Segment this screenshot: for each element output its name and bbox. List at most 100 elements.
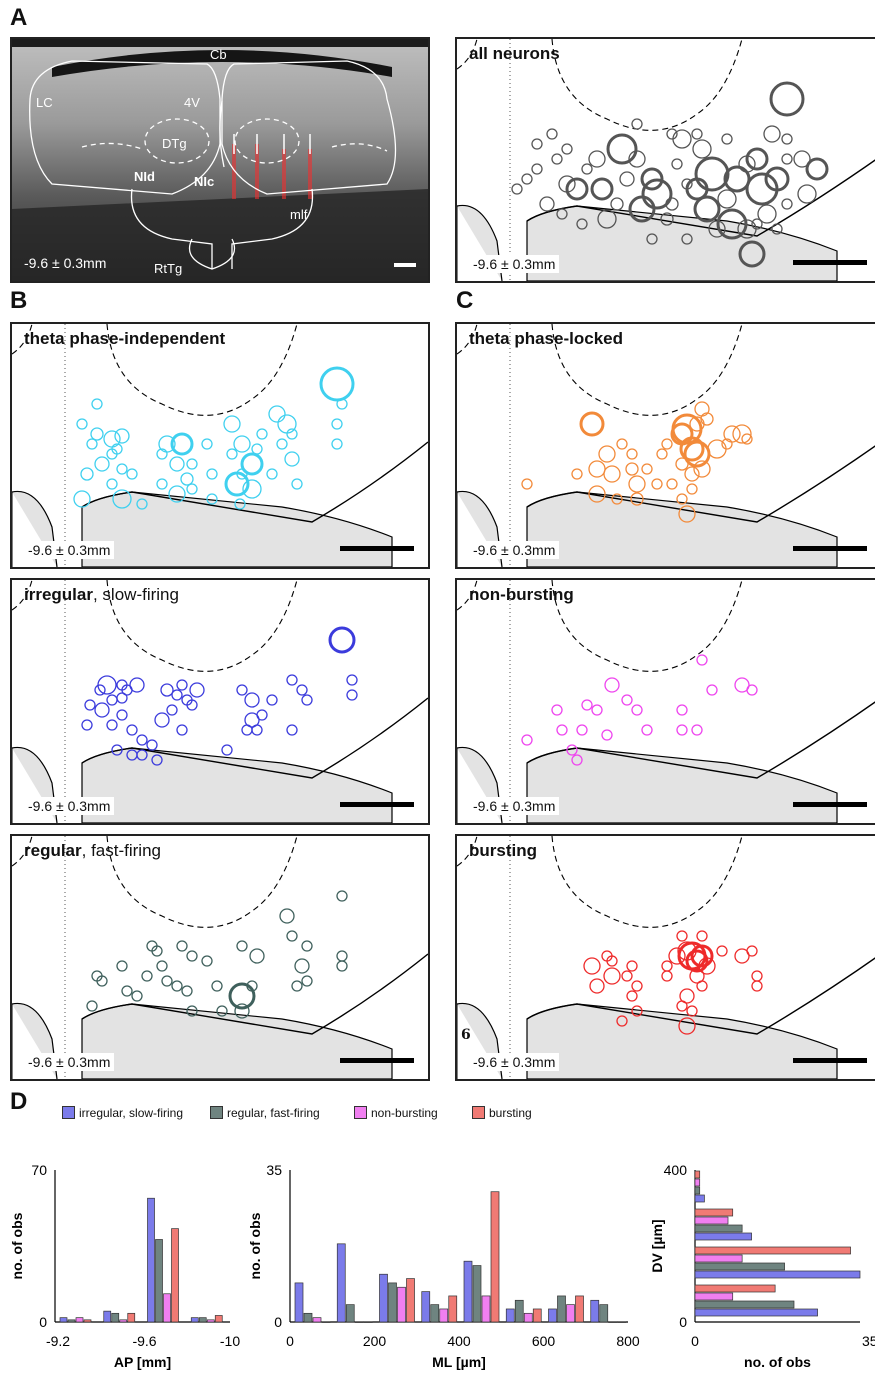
neuron-marker bbox=[576, 724, 588, 736]
neuron-marker bbox=[244, 712, 260, 728]
bar bbox=[590, 1299, 600, 1323]
neuron-marker bbox=[84, 699, 96, 711]
bar bbox=[379, 1273, 388, 1323]
neuron-marker bbox=[583, 957, 601, 975]
bar bbox=[388, 1282, 397, 1323]
x-tick-label: 400 bbox=[447, 1333, 471, 1349]
brainstem-outline bbox=[12, 836, 428, 1079]
neuron-marker bbox=[661, 438, 673, 450]
neuron-marker bbox=[336, 890, 348, 902]
neuron-marker bbox=[676, 724, 688, 736]
neuron-marker bbox=[301, 940, 313, 952]
panel-title: irregular, slow-firing bbox=[24, 585, 179, 604]
bar bbox=[481, 1295, 491, 1323]
neuron-marker bbox=[676, 1000, 688, 1012]
neuron-marker bbox=[628, 475, 646, 493]
neuron-marker bbox=[266, 468, 278, 480]
neuron-marker bbox=[694, 401, 710, 417]
x-tick-label: -10 bbox=[220, 1333, 240, 1349]
neuron-marker bbox=[601, 729, 613, 741]
neuron-marker bbox=[769, 81, 805, 117]
scale-bar bbox=[394, 263, 416, 267]
neuron-marker bbox=[286, 724, 298, 736]
neuron-marker bbox=[589, 978, 605, 994]
neuron-marker bbox=[126, 468, 138, 480]
ml-histogram: 0 35 0 200 400 600 800 ML [µm] no. of obs bbox=[247, 1140, 650, 1373]
neuron-marker bbox=[693, 195, 721, 223]
neuron-marker bbox=[556, 208, 568, 220]
neuron-marker bbox=[797, 184, 817, 204]
bar bbox=[336, 1243, 346, 1323]
coordinate-label: -9.6 ± 0.3mm bbox=[469, 1053, 560, 1071]
label-nid: NId bbox=[134, 169, 155, 184]
neuron-marker bbox=[336, 960, 348, 972]
bar bbox=[694, 1208, 734, 1217]
neuron-marker bbox=[631, 118, 643, 130]
y-tick-label: 0 bbox=[679, 1314, 687, 1330]
bar bbox=[575, 1295, 584, 1323]
bar bbox=[505, 1308, 515, 1323]
neuron-marker bbox=[268, 405, 286, 423]
neuron-marker bbox=[690, 944, 714, 968]
x-tick-label: 0 bbox=[691, 1333, 699, 1349]
label-rttg: RtTg bbox=[154, 261, 183, 276]
bar bbox=[206, 1319, 215, 1323]
x-tick-label: 800 bbox=[616, 1333, 640, 1349]
legend: irregular, slow-firing regular, fast-fir… bbox=[62, 1106, 822, 1126]
neuron-marker bbox=[244, 692, 260, 708]
neuron-marker bbox=[668, 947, 686, 965]
bar bbox=[103, 1310, 112, 1323]
bar bbox=[694, 1254, 743, 1263]
neuron-marker bbox=[781, 133, 793, 145]
neuron-marker bbox=[588, 485, 606, 503]
x-tick-label: 35 bbox=[862, 1333, 875, 1349]
neuron-marker bbox=[90, 427, 104, 441]
neuron-marker bbox=[201, 438, 213, 450]
neuron-marker bbox=[539, 196, 555, 212]
legend-swatch bbox=[472, 1106, 485, 1119]
neuron-marker bbox=[546, 128, 558, 140]
y-axis-title: no. of obs bbox=[9, 1212, 25, 1279]
legend-item: non-bursting bbox=[354, 1106, 438, 1120]
neuron-marker bbox=[114, 428, 130, 444]
label-dtg: DTg bbox=[162, 136, 187, 151]
neuron-marker bbox=[734, 677, 750, 693]
neuron-marker bbox=[571, 754, 583, 766]
scale-bar bbox=[793, 260, 867, 265]
neuron-marker bbox=[793, 150, 811, 168]
neuron-marker bbox=[158, 435, 176, 453]
dv-histogram: 0 400 0 35 no. of obs DV [µm] bbox=[649, 1140, 875, 1373]
bar bbox=[190, 1317, 199, 1323]
neuron-marker bbox=[551, 704, 563, 716]
coordinate-label: -9.6 ± 0.3mm bbox=[24, 255, 107, 271]
neuron-marker bbox=[251, 724, 263, 736]
scale-bar bbox=[793, 546, 867, 551]
neuron-marker bbox=[296, 684, 308, 696]
neuron-marker bbox=[94, 456, 110, 472]
neuron-marker bbox=[241, 724, 253, 736]
label-nic: NIc bbox=[194, 174, 215, 189]
neuron-marker bbox=[228, 982, 256, 1010]
neuron-marker bbox=[156, 478, 168, 490]
neuron-marker bbox=[328, 626, 356, 654]
neuron-marker bbox=[286, 674, 298, 686]
neuron-marker bbox=[676, 930, 688, 942]
neuron-marker bbox=[168, 485, 186, 503]
neuron-marker bbox=[256, 428, 268, 440]
neuron-marker bbox=[741, 433, 753, 445]
neuron-marker bbox=[707, 439, 727, 459]
scale-bar bbox=[340, 802, 414, 807]
bar bbox=[439, 1308, 449, 1323]
neuron-marker bbox=[626, 448, 638, 460]
neuron-marker bbox=[631, 980, 643, 992]
x-tick-label: -9.6 bbox=[132, 1333, 156, 1349]
bar bbox=[694, 1300, 795, 1309]
neuron-marker bbox=[691, 724, 703, 736]
neuron-marker bbox=[181, 985, 193, 997]
neuron-marker bbox=[221, 744, 233, 756]
neuron-marker bbox=[696, 930, 708, 942]
neuron-marker bbox=[579, 411, 605, 437]
panel-letter-d: D bbox=[10, 1088, 28, 1115]
neuron-marker bbox=[621, 970, 633, 982]
micrograph-drawing bbox=[12, 39, 428, 281]
